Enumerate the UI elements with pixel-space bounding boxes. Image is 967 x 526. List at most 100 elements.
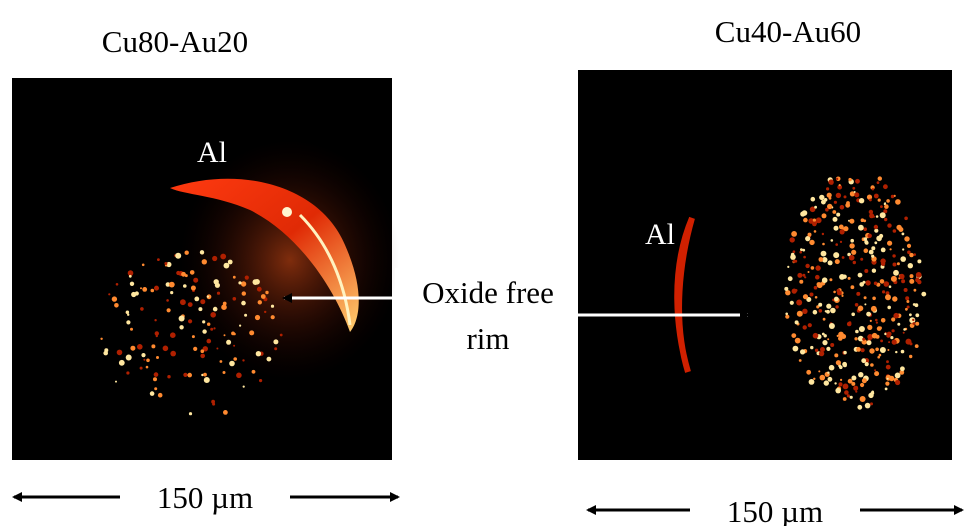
particle — [222, 371, 226, 374]
particle — [884, 204, 889, 209]
particle — [835, 177, 839, 181]
particle — [909, 354, 913, 359]
particle — [233, 344, 236, 347]
particle — [145, 365, 149, 369]
particle — [863, 227, 867, 231]
particle — [200, 353, 205, 359]
particle — [212, 306, 218, 312]
particles — [100, 250, 283, 416]
particle — [114, 303, 119, 308]
particle — [865, 280, 871, 286]
particle — [835, 360, 842, 366]
particle — [789, 237, 795, 243]
particle — [825, 207, 829, 212]
particle — [887, 349, 890, 351]
particle — [871, 188, 875, 191]
particle — [842, 383, 849, 390]
particle — [805, 263, 810, 269]
particle — [796, 299, 803, 306]
particle — [880, 339, 883, 343]
panel-title: Cu40-Au60 — [715, 14, 861, 49]
particle — [827, 203, 833, 210]
particle — [886, 360, 889, 364]
particle — [885, 291, 890, 295]
particle — [888, 285, 892, 289]
particle — [127, 270, 134, 276]
particle — [901, 279, 906, 284]
particle — [861, 339, 867, 345]
particle — [905, 307, 908, 311]
particle — [907, 250, 911, 255]
particle — [827, 338, 830, 341]
particle — [862, 337, 866, 341]
particle — [833, 290, 836, 294]
particle — [838, 224, 844, 230]
particle — [184, 250, 189, 255]
particle — [900, 256, 906, 262]
particle — [221, 304, 227, 311]
particle — [127, 313, 130, 316]
particle — [828, 364, 835, 371]
particle — [884, 332, 887, 336]
particle — [843, 195, 847, 199]
particle — [890, 275, 897, 282]
particle — [270, 304, 275, 308]
particle — [227, 259, 233, 265]
particle — [180, 299, 186, 306]
particle — [835, 387, 841, 394]
particle — [892, 229, 897, 233]
particle — [864, 303, 867, 306]
particle — [206, 338, 212, 344]
particle — [863, 296, 867, 300]
particle — [884, 217, 888, 222]
particle — [873, 224, 879, 230]
particle — [170, 291, 174, 295]
particle — [857, 305, 864, 312]
particle — [815, 217, 822, 224]
particle — [264, 310, 267, 314]
particle — [785, 290, 791, 296]
particle — [905, 338, 912, 345]
particle — [843, 350, 847, 355]
particle — [858, 326, 865, 332]
annotation: rim — [466, 321, 509, 356]
particle — [915, 277, 920, 283]
particle — [833, 252, 840, 259]
particle — [818, 370, 821, 373]
particle — [821, 257, 828, 263]
particle — [792, 345, 799, 352]
scale-label: 150 µm — [727, 494, 823, 526]
particle — [146, 358, 150, 363]
particle — [799, 250, 802, 254]
particle — [162, 345, 169, 352]
particle — [809, 239, 815, 246]
particle — [125, 354, 132, 361]
particle — [115, 283, 119, 286]
particle — [137, 344, 143, 350]
particle — [879, 279, 885, 284]
particle — [814, 296, 818, 299]
particle — [251, 369, 256, 374]
particle — [877, 176, 882, 181]
particle — [838, 184, 841, 187]
particle — [864, 362, 869, 367]
particle — [149, 391, 155, 396]
particle — [193, 277, 199, 283]
particle — [858, 372, 864, 378]
al-sliver — [674, 216, 695, 373]
particle — [872, 296, 876, 301]
particle — [794, 337, 801, 344]
particle — [860, 382, 865, 388]
particle — [824, 310, 828, 313]
particle — [178, 315, 185, 322]
particle — [823, 380, 829, 386]
particle — [899, 370, 905, 375]
particle — [170, 350, 176, 357]
particle — [239, 324, 242, 327]
particle — [842, 363, 847, 368]
particle — [129, 281, 135, 286]
particle — [863, 237, 868, 241]
particle — [800, 211, 806, 217]
particle — [808, 379, 815, 385]
